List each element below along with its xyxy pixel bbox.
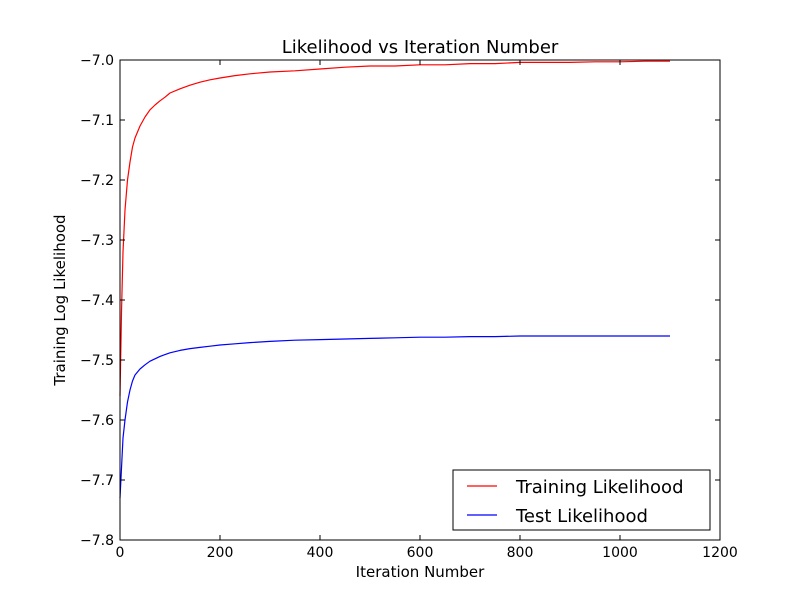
legend-label-test: Test Likelihood <box>515 506 648 527</box>
y-tick-label: −7.2 <box>80 173 114 189</box>
legend-box <box>452 469 711 531</box>
series-line-1 <box>119 335 670 499</box>
x-ticks: 0 200 400 600 800 1000 1200 <box>116 60 738 561</box>
x-tick-label: 600 <box>407 545 434 561</box>
x-tick-label: 400 <box>307 545 334 561</box>
y-tick-label: −7.8 <box>80 533 114 549</box>
y-tick-label: −7.5 <box>80 353 114 369</box>
y-ticks: −7.0 −7.1 −7.2 −7.3 −7.4 −7.5 −7.6 −7.7 −7.8 <box>80 53 720 549</box>
x-tick-label: 200 <box>207 545 234 561</box>
x-tick-label: 0 <box>116 545 125 561</box>
y-tick-label: −7.4 <box>80 293 114 309</box>
y-tick-label: −7.1 <box>80 113 114 129</box>
y-tick-label: −7.7 <box>80 473 114 489</box>
y-tick-label: −7.0 <box>80 53 114 69</box>
legend: Training Likelihood Test Likelihood <box>452 469 711 531</box>
legend-label-training: Training Likelihood <box>515 477 684 498</box>
x-tick-label: 800 <box>507 545 534 561</box>
x-tick-label: 1200 <box>702 545 738 561</box>
x-axis-label: Iteration Number <box>356 563 485 581</box>
plot-lines <box>119 60 670 499</box>
series-line-0 <box>119 60 670 397</box>
y-tick-label: −7.6 <box>80 413 114 429</box>
y-axis-label: Training Log Likelihood <box>51 214 69 386</box>
x-tick-label: 1000 <box>602 545 638 561</box>
y-tick-label: −7.3 <box>80 233 114 249</box>
chart-title: Likelihood vs Iteration Number <box>282 37 559 58</box>
